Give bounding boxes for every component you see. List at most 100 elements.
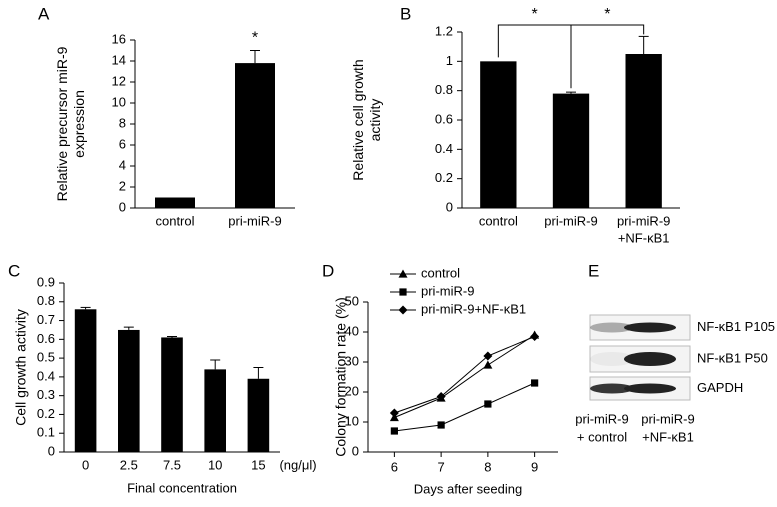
y-tick-label: 0.2 xyxy=(435,170,453,185)
x-axis-label: Days after seeding xyxy=(414,481,522,496)
error-bar xyxy=(638,35,649,54)
lane-label: + control xyxy=(577,429,627,444)
y-tick-label: 0.8 xyxy=(37,293,55,308)
y-axis-label-group: Cell growth activity xyxy=(13,309,29,426)
y-tick-label: 0.4 xyxy=(435,141,453,156)
x-tick-label: pri-miR-9 xyxy=(544,213,597,228)
bar xyxy=(625,54,662,208)
y-tick-label: 0.2 xyxy=(37,406,55,421)
y-tick-label: 1.2 xyxy=(435,23,453,38)
y-axis-label-group: Colony formation rate (%) xyxy=(333,297,349,457)
x-tick-label: pri-miR-9 xyxy=(228,213,281,228)
error-bar xyxy=(566,91,576,94)
x-axis-label: Final concentration xyxy=(127,480,237,495)
bar xyxy=(480,61,517,209)
bracket xyxy=(570,24,645,89)
y-tick-label: 0.4 xyxy=(37,368,55,383)
line xyxy=(394,334,535,418)
y-tick-label: 20 xyxy=(345,383,359,398)
y-tick-label: 0 xyxy=(352,443,359,458)
panel-label: E xyxy=(588,261,599,280)
x-tick-label: pri-miR-9 xyxy=(617,213,670,228)
bar xyxy=(155,197,195,208)
y-tick-label: 0.1 xyxy=(37,425,55,440)
x-tick-label: 9 xyxy=(531,459,538,474)
y-tick-label: 12 xyxy=(112,73,126,88)
y-tick-label: 40 xyxy=(345,323,359,338)
legend-label: pri-miR-9 xyxy=(421,283,474,298)
marker xyxy=(436,392,446,401)
legend-label: control xyxy=(421,265,460,280)
y-tick-label: 0.6 xyxy=(435,111,453,126)
x-tick-label: control xyxy=(479,213,518,228)
y-axis-label-group: Relative cell growth activity xyxy=(350,59,383,180)
blot-band xyxy=(624,383,676,394)
lane-label: +NF-κB1 xyxy=(642,429,694,444)
error-bar xyxy=(123,326,134,330)
y-axis-label: Colony formation rate (%) xyxy=(333,297,349,457)
legend-marker xyxy=(398,269,408,278)
y-tick-label: 4 xyxy=(119,157,126,172)
x-tick-label: 7.5 xyxy=(163,457,181,472)
panel-label: B xyxy=(400,4,411,23)
marker xyxy=(437,421,445,429)
significance: * xyxy=(532,6,538,23)
error-bar xyxy=(167,336,177,338)
blot-band xyxy=(624,352,676,366)
panel-label: C xyxy=(8,261,20,280)
marker xyxy=(484,400,492,408)
y-tick-label: 0.3 xyxy=(37,387,55,402)
x-tick-label: 7 xyxy=(438,459,445,474)
y-tick-label: 10 xyxy=(112,94,126,109)
bar xyxy=(247,378,270,452)
significance: * xyxy=(604,6,610,23)
y-tick-label: 0 xyxy=(48,443,55,458)
unit-label: (ng/μl) xyxy=(279,457,316,472)
band-label: GAPDH xyxy=(697,380,743,395)
x-tick-label: +NF-κB1 xyxy=(618,230,670,245)
legend-label: pri-miR-9+NF-κB1 xyxy=(421,301,526,316)
y-axis-label: Relative cell growth xyxy=(350,59,366,180)
panel-label: D xyxy=(322,261,334,280)
bar xyxy=(552,93,590,208)
x-tick-label: 0 xyxy=(82,457,89,472)
error-bar xyxy=(80,306,91,310)
blot-band xyxy=(590,352,634,366)
y-tick-label: 8 xyxy=(119,115,126,130)
y-axis-label: expression xyxy=(71,90,87,158)
lane-label: pri-miR-9 xyxy=(641,411,694,426)
y-tick-label: 1 xyxy=(446,53,453,68)
y-tick-label: 16 xyxy=(112,31,126,46)
y-tick-label: 2 xyxy=(119,178,126,193)
blot-band xyxy=(624,322,676,333)
x-tick-label: 15 xyxy=(251,457,265,472)
x-tick-label: 10 xyxy=(208,457,222,472)
panel-label: A xyxy=(38,4,50,23)
marker xyxy=(531,379,539,387)
y-axis-label: Cell growth activity xyxy=(13,309,29,426)
y-tick-label: 0.8 xyxy=(435,82,453,97)
y-tick-label: 50 xyxy=(345,293,359,308)
line xyxy=(394,336,535,414)
marker xyxy=(483,351,493,361)
significance: * xyxy=(252,30,258,47)
x-tick-label: control xyxy=(155,213,194,228)
y-axis-label: Relative precursor miR-9 xyxy=(54,46,70,201)
y-axis-label: activity xyxy=(367,99,383,142)
legend-marker xyxy=(399,288,407,296)
line xyxy=(394,382,535,432)
lane-label: pri-miR-9 xyxy=(575,411,628,426)
y-tick-label: 0 xyxy=(119,199,126,214)
blot-band xyxy=(590,383,634,394)
marker xyxy=(530,332,540,341)
marker xyxy=(389,408,399,418)
error-bar xyxy=(253,367,264,379)
bar xyxy=(235,63,275,208)
y-tick-label: 0.7 xyxy=(37,312,55,327)
marker xyxy=(390,427,398,435)
y-axis-label-group: Relative precursor miR-9 expression xyxy=(54,46,87,201)
bar xyxy=(161,337,183,452)
legend-marker xyxy=(398,305,408,315)
error-bar xyxy=(210,359,221,370)
